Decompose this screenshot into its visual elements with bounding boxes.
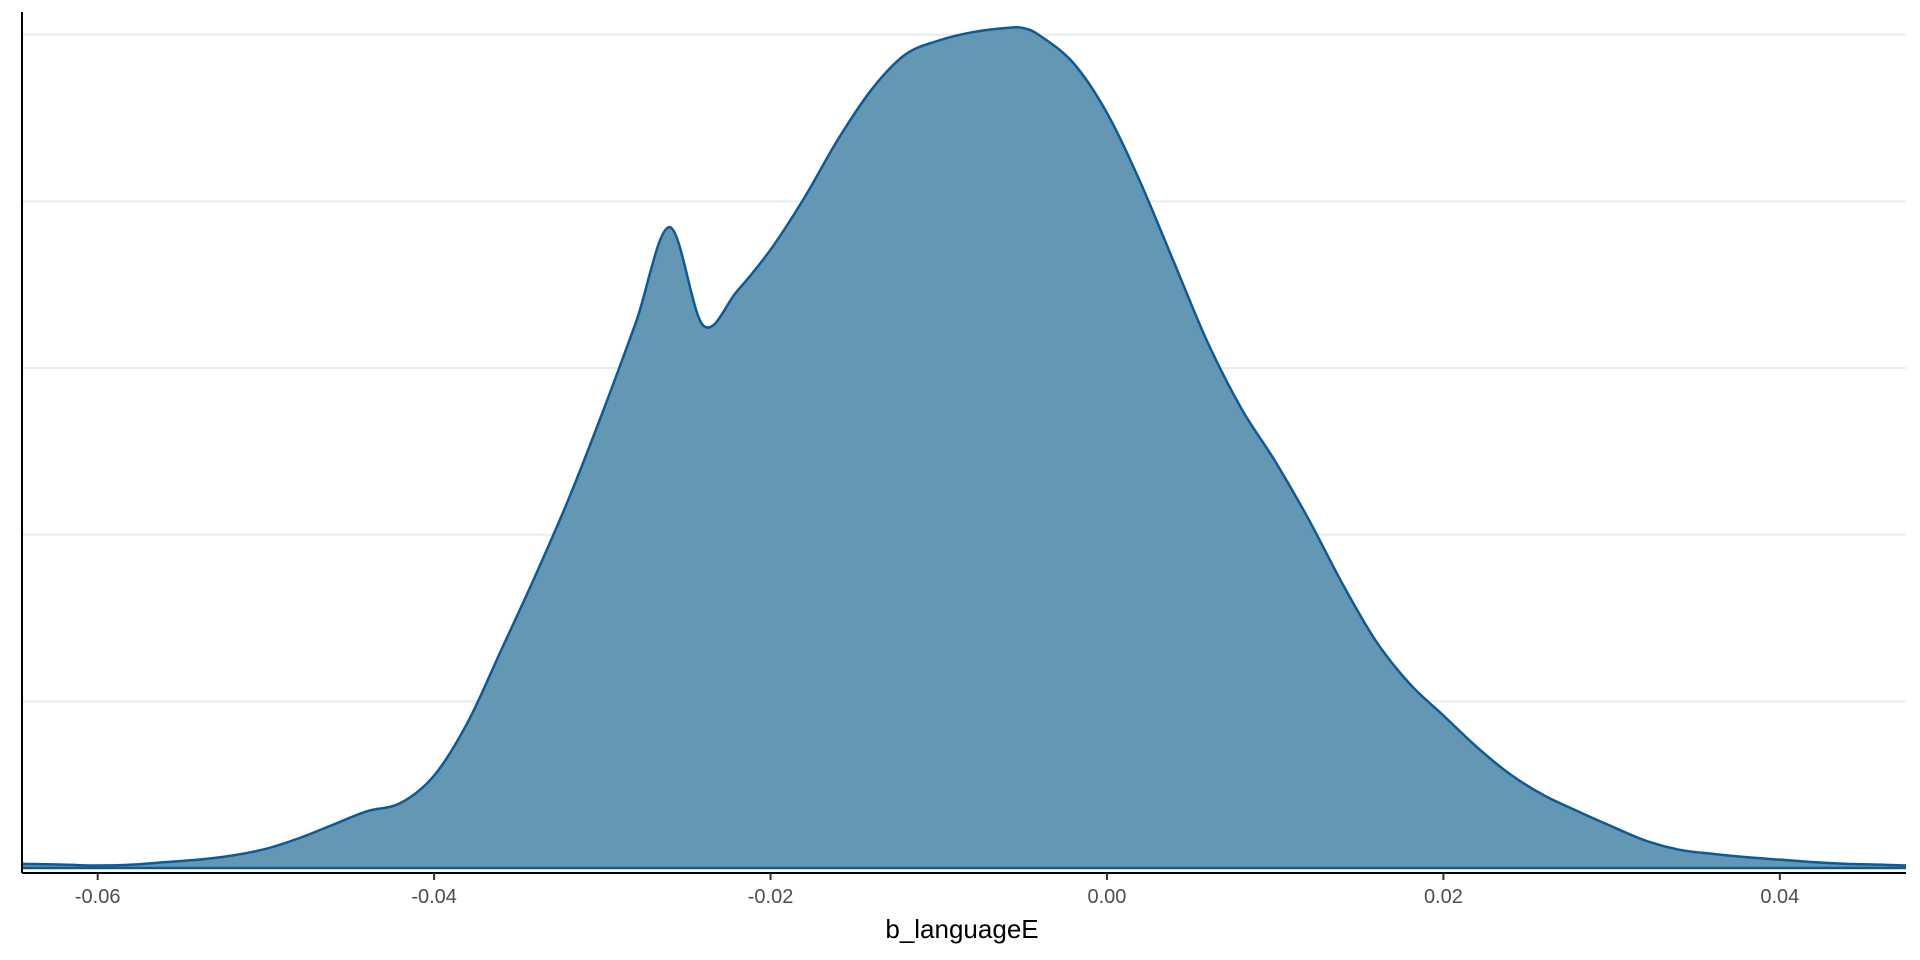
x-tick-label: -0.04 [411, 886, 457, 908]
x-tick-label: 0.04 [1760, 886, 1799, 908]
density-area [22, 27, 1906, 868]
x-tick-label: 0.02 [1424, 886, 1463, 908]
density-line [21, 26, 1907, 867]
x-tick-label: -0.02 [748, 886, 794, 908]
x-tick-label: -0.06 [75, 886, 121, 908]
x-axis-title: b_languageE [885, 914, 1038, 944]
x-ticks: -0.06 -0.04 -0.02 0.00 0.02 0.04 [75, 873, 1799, 908]
x-tick-label: 0.00 [1088, 886, 1127, 908]
